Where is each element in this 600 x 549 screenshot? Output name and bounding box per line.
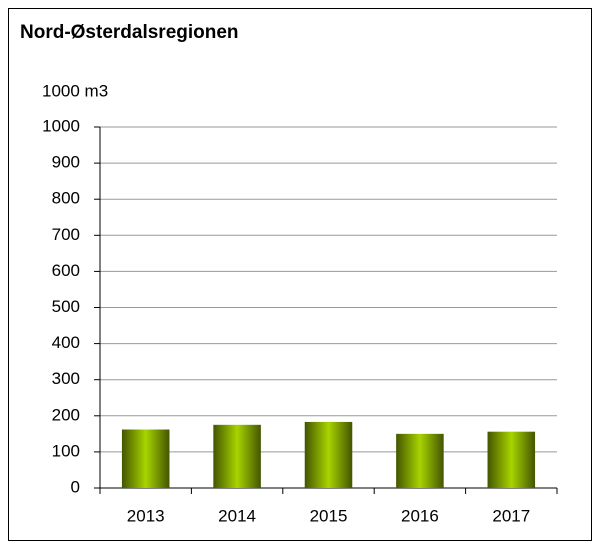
y-tick-label: 700 — [52, 225, 80, 244]
y-tick-label: 400 — [52, 333, 80, 352]
chart-title: Nord-Østerdalsregionen — [20, 22, 239, 43]
y-tick-label: 100 — [52, 441, 80, 460]
x-tick-label: 2017 — [492, 506, 530, 525]
y-tick-label: 900 — [52, 153, 80, 172]
y-tick-label: 1000 — [42, 116, 80, 135]
y-tick-label: 600 — [52, 261, 80, 280]
x-tick-label: 2013 — [127, 506, 165, 525]
bar — [213, 424, 261, 488]
y-tick-label: 800 — [52, 189, 80, 208]
y-tick-label: 300 — [52, 369, 80, 388]
x-tick-label: 2015 — [310, 506, 348, 525]
x-tick-label: 2014 — [218, 506, 256, 525]
y-tick-label: 200 — [52, 405, 80, 424]
y-tick-label: 0 — [71, 477, 80, 496]
bar — [121, 429, 170, 488]
y-tick-label: 500 — [52, 297, 80, 316]
bar — [487, 431, 536, 488]
x-tick-label: 2016 — [401, 506, 439, 525]
y-axis-label: 1000 m3 — [42, 81, 108, 100]
bar — [396, 433, 444, 488]
bar — [304, 421, 353, 488]
